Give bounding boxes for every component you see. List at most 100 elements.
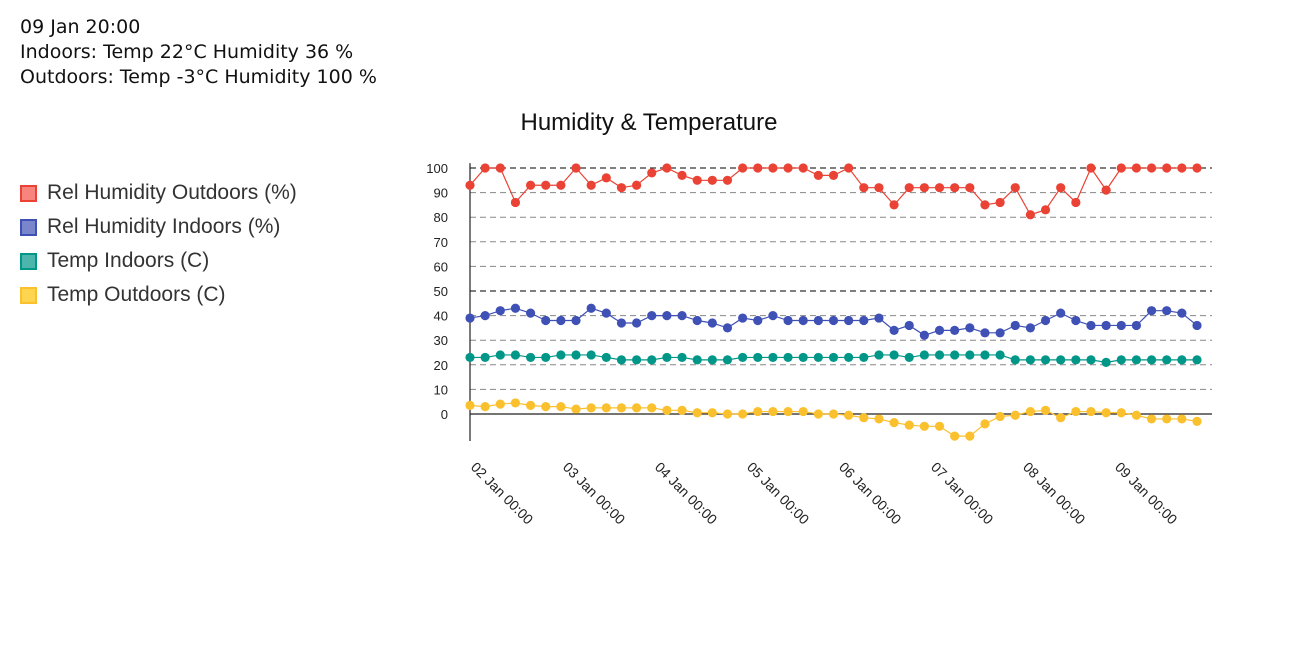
data-point [692, 315, 702, 326]
data-point [904, 352, 914, 363]
data-point [859, 413, 869, 423]
x-tick-label: 08 Jan 00:00 [1020, 459, 1089, 528]
data-point [753, 352, 763, 363]
data-point [601, 308, 611, 318]
data-point [1116, 163, 1126, 173]
y-tick-label: 90 [434, 186, 448, 201]
data-point [525, 352, 536, 363]
data-point [1131, 320, 1142, 331]
y-tick-label: 20 [434, 358, 448, 373]
data-point [1056, 413, 1066, 423]
data-point [632, 355, 642, 365]
data-point [722, 323, 733, 333]
data-point [1010, 355, 1020, 365]
data-point [934, 350, 945, 360]
data-point [1177, 414, 1187, 424]
data-point [480, 402, 490, 412]
data-point [844, 410, 854, 420]
y-tick-label: 30 [434, 333, 448, 348]
data-point [465, 313, 475, 323]
data-point [707, 318, 717, 328]
x-tick-label: 02 Jan 00:00 [468, 459, 537, 528]
legend-label: Rel Humidity Outdoors (%) [47, 181, 297, 204]
legend-swatch [20, 286, 37, 304]
data-point [1056, 183, 1066, 193]
data-point [556, 402, 566, 412]
data-point [586, 303, 596, 313]
data-point [965, 323, 975, 333]
legend-item[interactable]: Rel Humidity Indoors (%) [20, 210, 297, 244]
data-point [1025, 355, 1035, 365]
data-point [1101, 357, 1111, 367]
data-point [662, 311, 672, 321]
data-point [919, 421, 929, 431]
data-point [662, 163, 672, 173]
data-point [919, 330, 929, 340]
data-point [965, 350, 975, 360]
y-tick-label: 60 [434, 259, 448, 274]
data-point [525, 180, 536, 190]
data-point [632, 318, 642, 328]
data-point [510, 197, 521, 208]
data-point [889, 418, 899, 428]
indoors-reading: Indoors: Temp 22°C Humidity 36 % [20, 41, 354, 63]
data-point [995, 411, 1005, 422]
data-point [616, 183, 627, 193]
legend-label: Temp Outdoors (C) [47, 283, 226, 306]
data-point [1071, 315, 1081, 326]
legend-item[interactable]: Rel Humidity Outdoors (%) [20, 176, 297, 210]
series-layer [465, 163, 1202, 441]
data-point [692, 175, 702, 185]
data-point [1010, 183, 1020, 193]
data-point [783, 352, 793, 363]
data-point [1177, 355, 1187, 365]
data-point [465, 180, 475, 190]
data-point [525, 308, 536, 318]
data-point [632, 180, 642, 190]
data-point [889, 200, 899, 210]
data-point [1025, 323, 1035, 333]
data-point [1116, 320, 1126, 331]
data-point [768, 311, 778, 321]
data-point [1192, 163, 1202, 173]
legend-item[interactable]: Temp Outdoors (C) [20, 278, 297, 312]
data-point [571, 315, 581, 326]
data-point [874, 350, 884, 360]
data-point [995, 350, 1005, 360]
data-point [601, 352, 611, 363]
data-point [692, 355, 702, 365]
series-3 [465, 398, 1202, 441]
data-point [889, 325, 899, 335]
data-point [495, 399, 505, 409]
data-point [1162, 355, 1172, 365]
data-point [1146, 163, 1157, 173]
data-point [510, 350, 521, 360]
legend-item[interactable]: Temp Indoors (C) [20, 244, 297, 278]
data-point [1086, 406, 1096, 417]
data-point [828, 170, 839, 180]
legend-label: Temp Indoors (C) [47, 249, 210, 272]
series-0 [465, 163, 1202, 220]
x-tick-label: 04 Jan 00:00 [652, 459, 721, 528]
data-point [753, 163, 763, 173]
data-point [510, 303, 521, 313]
data-point [950, 183, 960, 193]
data-point [510, 398, 521, 408]
data-point [1040, 315, 1051, 326]
data-point [874, 183, 884, 193]
data-point [798, 315, 808, 326]
status-panel: 09 Jan 20:00 Indoors: Temp 22°C Humidity… [20, 15, 377, 90]
legend-swatch [20, 218, 37, 236]
data-point [495, 163, 505, 173]
data-point [783, 315, 793, 326]
data-point [1192, 355, 1202, 365]
data-point [480, 163, 490, 173]
data-point [1086, 163, 1096, 173]
data-point [1131, 163, 1142, 173]
data-point [950, 325, 960, 335]
legend-swatch [20, 184, 37, 202]
data-point [707, 355, 717, 365]
y-tick-label: 50 [434, 284, 448, 299]
data-point [616, 403, 627, 413]
data-point [934, 183, 945, 193]
